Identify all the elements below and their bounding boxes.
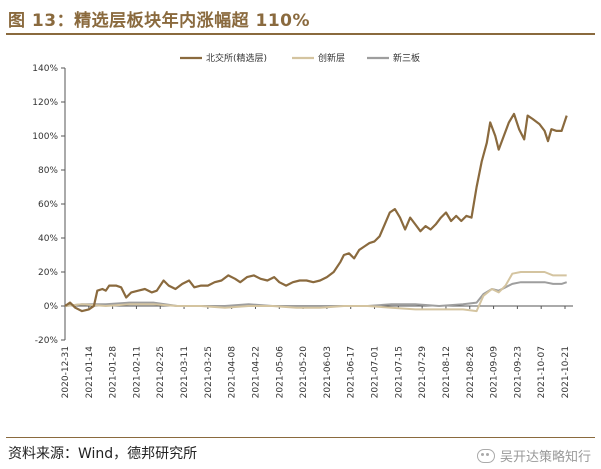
x-tick-label: 2021-07-29 [418,346,428,399]
legend-label: 新三板 [393,52,420,64]
x-tick-label: 2020-12-31 [61,346,71,398]
y-tick-label: 40% [38,234,58,244]
y-tick-label: -20% [35,336,59,346]
x-tick-label: 2021-04-08 [228,346,238,399]
y-tick-label: 20% [38,268,58,278]
watermark: 吴开达策略知行 [476,446,591,465]
legend-label: 创新层 [318,52,345,64]
watermark-text: 吴开达策略知行 [499,450,591,465]
x-tick-label: 2021-10-21 [561,346,571,398]
source-note: 资料来源：Wind，德邦研究所 [8,446,198,462]
y-tick-label: 0% [44,302,59,312]
x-tick-label: 2021-07-01 [371,346,381,398]
footer-rule [6,437,595,438]
x-tick-label: 2021-07-15 [394,346,404,398]
legend-label: 北交所(精选层) [206,52,267,64]
line-chart: -20% 0% 20% 40% 60% 80% 100% 120% 140% 2020-12-31… [32,52,573,398]
y-tick-label: 60% [38,200,58,210]
y-tick-label: 120% [32,98,58,108]
x-tick-label: 2021-08-26 [466,346,476,399]
chart-legend: 北交所(精选层) 创新层 新三板 [180,52,420,64]
x-tick-label: 2021-06-03 [323,346,333,398]
title-rule [6,33,595,35]
series-line [64,112,568,313]
wechat-icon [476,448,495,463]
x-tick-label: 2021-02-11 [132,346,142,398]
x-tick-label: 2021-02-25 [156,346,166,398]
x-tick-label: 2021-10-07 [537,346,547,398]
x-tick-label: 2021-03-25 [204,346,214,398]
y-tick-label: 140% [32,64,58,74]
y-tick-label: 100% [32,132,58,142]
x-tick-label: 2021-04-22 [251,346,261,398]
x-tick-label: 2021-08-12 [442,346,452,398]
x-tick-label: 2021-09-09 [490,346,500,399]
series-line [64,281,568,307]
y-tick-label: 80% [38,166,58,176]
chart-title: 图 13：精选层板块年内涨幅超 110% [8,11,311,31]
x-tick-label: 2021-05-20 [299,346,309,399]
series-line [64,271,567,313]
chart-axes: -20% 0% 20% 40% 60% 80% 100% 120% 140% 2020-12-31… [32,64,573,398]
chart-series [64,112,568,313]
x-tick-label: 2021-01-28 [109,346,119,399]
x-tick-label: 2021-06-17 [347,346,357,398]
x-tick-label: 2021-05-06 [275,346,285,399]
x-tick-label: 2021-09-23 [513,346,523,398]
x-tick-label: 2021-01-14 [85,346,95,399]
x-tick-label: 2021-03-11 [180,346,190,398]
